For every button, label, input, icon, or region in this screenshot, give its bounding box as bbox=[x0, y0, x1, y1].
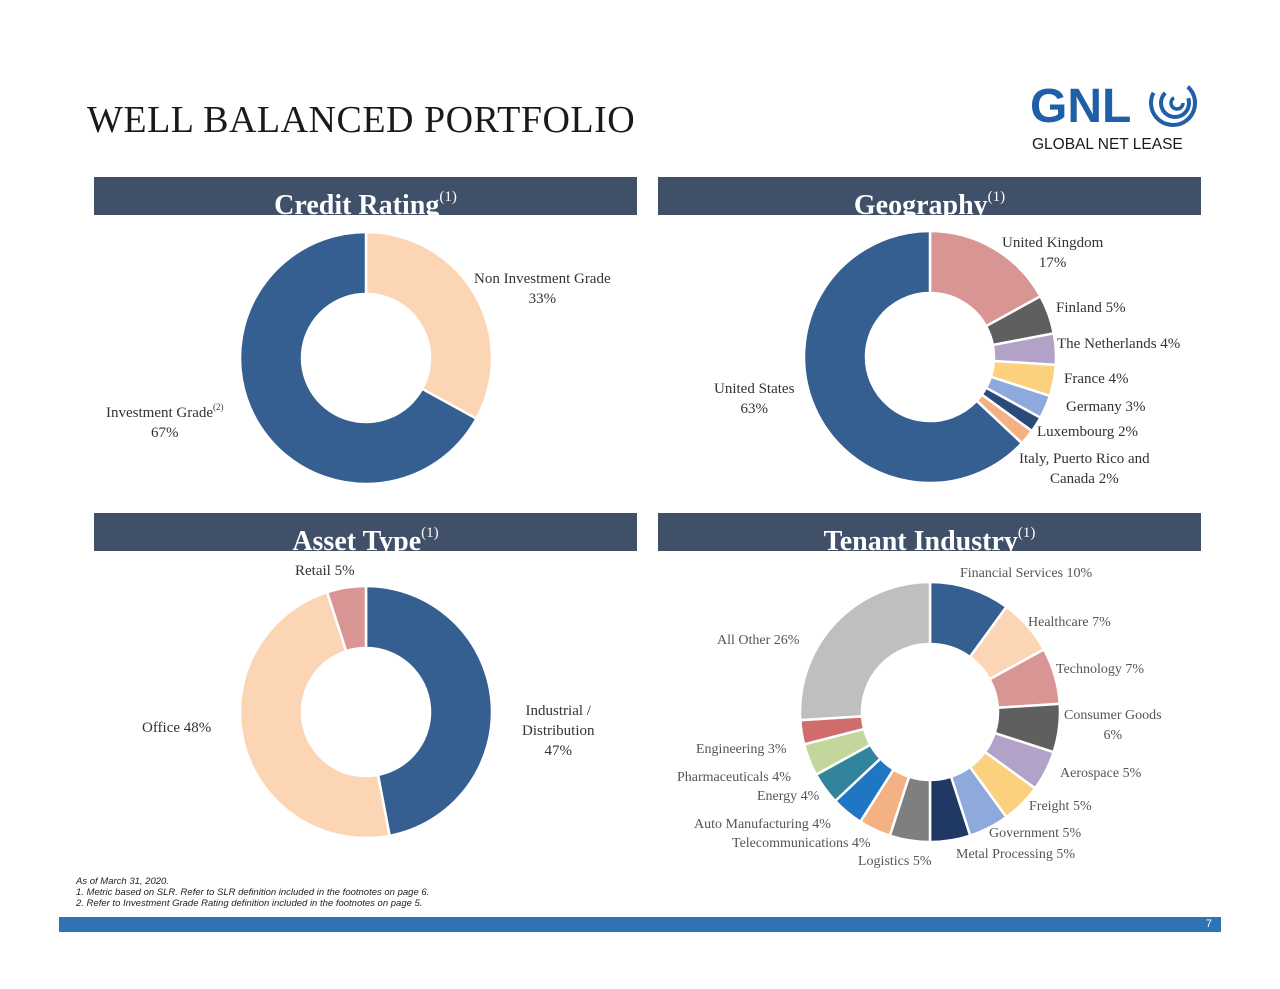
asset-type-slice-retail bbox=[325, 584, 368, 653]
label-financial-services: Financial Services 10% bbox=[960, 566, 1093, 581]
label-netherlands: The Netherlands 4% bbox=[1057, 336, 1181, 352]
label-office: Office 48% bbox=[142, 720, 212, 736]
label-government: Government 5% bbox=[989, 826, 1082, 841]
asset-type-note: (1) bbox=[421, 525, 439, 541]
label-luxembourg: Luxembourg 2% bbox=[1037, 424, 1138, 440]
geography-header: Geography(1) bbox=[658, 177, 1201, 221]
asset-type-slice-industrial-distribution bbox=[364, 584, 494, 838]
page-title: WELL BALANCED PORTFOLIO bbox=[87, 99, 636, 141]
logo-wordmark: GNL bbox=[1030, 80, 1131, 133]
tenant-industry-note: (1) bbox=[1017, 525, 1036, 541]
tenant-industry-slice-all-other bbox=[798, 580, 932, 722]
geography-slice-united-states bbox=[802, 229, 1024, 485]
label-non-investment-grade: Non Investment Grade 33% bbox=[474, 271, 611, 307]
asset-type-donut bbox=[238, 584, 494, 840]
label-finland: Finland 5% bbox=[1056, 300, 1126, 316]
label-pharmaceuticals: Pharmaceuticals 4% bbox=[677, 770, 791, 785]
label-telecommunications: Telecommunications 4% bbox=[732, 836, 871, 851]
label-investment-grade: Investment Grade(2) 67% bbox=[106, 402, 224, 441]
geography-note: (1) bbox=[987, 189, 1006, 205]
footnotes: As of March 31, 2020. 1. Metric based on… bbox=[76, 876, 429, 909]
credit-rating-title: Credit Rating bbox=[274, 190, 440, 221]
label-energy: Energy 4% bbox=[757, 789, 820, 804]
credit-rating-donut bbox=[238, 230, 494, 486]
label-technology: Technology 7% bbox=[1056, 662, 1145, 677]
label-auto-manufacturing: Auto Manufacturing 4% bbox=[694, 817, 831, 832]
footnote-2: 2. Refer to Investment Grade Rating defi… bbox=[76, 898, 423, 909]
label-italy-puerto-rico-canada: Italy, Puerto Rico and Canada 2% bbox=[1019, 451, 1150, 487]
geography-donut bbox=[802, 229, 1058, 485]
label-industrial-distribution: Industrial / Distribution 47% bbox=[522, 703, 595, 759]
label-united-states: United States 63% bbox=[714, 381, 795, 417]
label-metal-processing: Metal Processing 5% bbox=[956, 847, 1075, 862]
label-healthcare: Healthcare 7% bbox=[1028, 615, 1111, 630]
tenant-industry-donut bbox=[798, 580, 1062, 844]
credit-rating-note: (1) bbox=[439, 189, 457, 205]
label-all-other: All Other 26% bbox=[717, 633, 800, 648]
footnote-date: As of March 31, 2020. bbox=[76, 876, 169, 887]
label-consumer-goods: Consumer Goods 6% bbox=[1064, 708, 1162, 743]
label-united-kingdom: United Kingdom 17% bbox=[1002, 235, 1104, 271]
label-retail: Retail 5% bbox=[295, 563, 355, 579]
bottom-bar bbox=[59, 917, 1221, 932]
label-freight: Freight 5% bbox=[1029, 799, 1092, 814]
asset-type-title: Asset Type bbox=[292, 526, 422, 557]
page-number: 7 bbox=[1205, 918, 1212, 930]
label-engineering: Engineering 3% bbox=[696, 742, 787, 757]
credit-rating-header: Credit Rating(1) bbox=[94, 177, 637, 221]
asset-type-slice-office bbox=[238, 590, 392, 840]
tenant-industry-header: Tenant Industry(1) bbox=[658, 513, 1201, 557]
geography-title: Geography bbox=[853, 190, 988, 221]
credit-rating-slice-investment-grade bbox=[238, 230, 479, 486]
asset-type-header: Asset Type(1) bbox=[94, 513, 637, 557]
logo-subtitle: GLOBAL NET LEASE bbox=[1032, 136, 1183, 153]
label-aerospace: Aerospace 5% bbox=[1060, 766, 1142, 781]
credit-rating-slice-non-investment-grade bbox=[364, 230, 494, 421]
footnote-1: 1. Metric based on SLR. Refer to SLR def… bbox=[76, 887, 430, 898]
label-germany: Germany 3% bbox=[1066, 399, 1146, 415]
label-france: France 4% bbox=[1064, 371, 1129, 387]
label-logistics: Logistics 5% bbox=[858, 854, 932, 869]
gnl-logo: GNL GLOBAL NET LEASE bbox=[1030, 79, 1197, 153]
tenant-industry-title: Tenant Industry bbox=[823, 526, 1018, 557]
